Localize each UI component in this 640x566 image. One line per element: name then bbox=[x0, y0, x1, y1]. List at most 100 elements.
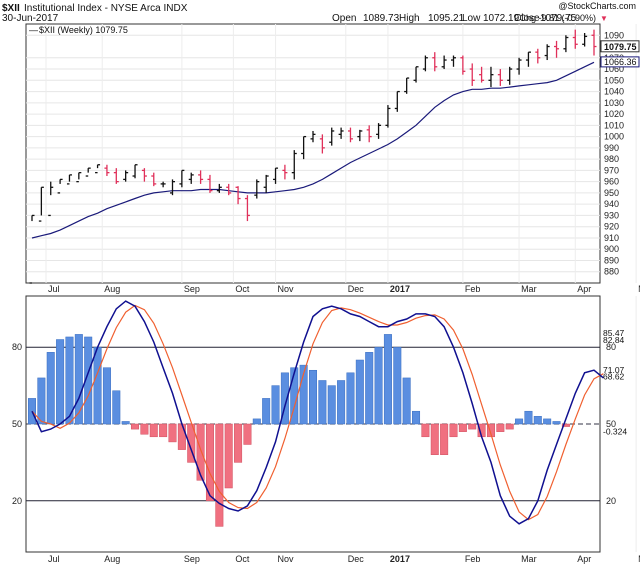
histogram-bar bbox=[496, 423, 505, 432]
legend-line-icon: — bbox=[29, 25, 38, 35]
price-tick-label: 990 bbox=[604, 143, 619, 153]
histogram-bar bbox=[365, 352, 374, 425]
histogram-bar bbox=[140, 423, 149, 435]
histogram-bar bbox=[112, 390, 121, 425]
histogram-bar bbox=[168, 423, 177, 443]
price-tick-label: 920 bbox=[604, 222, 619, 232]
price-tick-label: 890 bbox=[604, 255, 619, 265]
histogram-bar bbox=[355, 359, 364, 425]
histogram-bar bbox=[102, 367, 111, 425]
mom-month-label: Nov bbox=[278, 554, 295, 564]
histogram-bar bbox=[280, 372, 289, 425]
histogram-bar bbox=[430, 423, 439, 455]
histogram-bar bbox=[271, 385, 280, 425]
histogram-bar bbox=[121, 421, 130, 425]
histogram-bar bbox=[74, 334, 83, 425]
ma-badge bbox=[600, 56, 640, 68]
histogram-bar bbox=[46, 352, 55, 425]
histogram-bar bbox=[149, 423, 158, 438]
histogram-bar bbox=[37, 377, 46, 425]
histogram-bar bbox=[393, 346, 402, 425]
mom-month-label: Dec bbox=[348, 554, 365, 564]
mom-month-label: Jul bbox=[48, 554, 60, 564]
moving-average-line bbox=[31, 61, 595, 239]
low-label: Low bbox=[462, 13, 481, 24]
histogram-bar bbox=[449, 423, 458, 438]
histogram-bar bbox=[421, 423, 430, 438]
histogram-bar bbox=[252, 418, 261, 425]
mom-tick-right: 50 bbox=[606, 419, 616, 429]
histogram-bar bbox=[402, 377, 411, 425]
symbol-text: $XII bbox=[2, 3, 20, 14]
histogram-bar bbox=[243, 423, 252, 445]
mom-right-label: 82.84 bbox=[603, 335, 625, 345]
legend-text: $XII (Weekly) 1079.75 bbox=[39, 25, 128, 35]
histogram-bar bbox=[196, 423, 205, 481]
index-name-text: Institutional Index - NYSE Arca INDX bbox=[24, 3, 188, 14]
price-tick-label: 950 bbox=[604, 188, 619, 198]
mom-month-label: Apr bbox=[577, 554, 591, 564]
price-month-label: Mar bbox=[521, 284, 537, 294]
mom-right-label: 85.47 bbox=[603, 328, 625, 338]
histogram-bar bbox=[28, 398, 36, 425]
histogram-bar bbox=[337, 380, 346, 425]
price-tick-label: 1020 bbox=[604, 109, 624, 119]
mom-month-label: Sep bbox=[184, 554, 200, 564]
price-month-label: 2017 bbox=[390, 284, 410, 294]
price-tick-label: 970 bbox=[604, 165, 619, 175]
signal-k-line bbox=[31, 300, 604, 525]
histogram-bar bbox=[215, 423, 224, 527]
high-value: 1095.21 bbox=[428, 13, 465, 24]
chg-value: Chg -9.81 (-0.90%) bbox=[519, 13, 596, 23]
mom-tick-left: 20 bbox=[12, 496, 22, 506]
price-tick-label: 1030 bbox=[604, 98, 624, 108]
open-label: Open bbox=[332, 13, 356, 24]
histogram-bar bbox=[65, 336, 74, 425]
last-close-badge bbox=[600, 40, 640, 53]
histogram-bar bbox=[524, 410, 533, 425]
price-month-label: Jul bbox=[48, 284, 60, 294]
price-tick-label: 1040 bbox=[604, 87, 624, 97]
mom-month-label: Mar bbox=[521, 554, 537, 564]
histogram-bar bbox=[318, 380, 327, 425]
histogram-bar bbox=[224, 423, 233, 489]
mom-month-label: Feb bbox=[465, 554, 481, 564]
mom-right-label: -0.324 bbox=[603, 427, 627, 437]
price-month-label: Feb bbox=[465, 284, 481, 294]
price-tick-label: 1050 bbox=[604, 75, 624, 85]
histogram-bar bbox=[561, 423, 570, 427]
mom-tick-left: 50 bbox=[12, 419, 22, 429]
histogram-bar bbox=[159, 423, 168, 438]
price-tick-label: 1010 bbox=[604, 120, 624, 130]
last-close-label: 1079.75 bbox=[604, 42, 637, 52]
histogram-bar bbox=[515, 418, 524, 425]
price-tick-label: 900 bbox=[604, 244, 619, 254]
histogram-bar bbox=[234, 423, 243, 463]
histogram-bar bbox=[374, 346, 383, 425]
histogram-bar bbox=[93, 346, 102, 425]
histogram-bar bbox=[552, 421, 561, 425]
signal-d-line bbox=[31, 304, 604, 521]
histogram-bar bbox=[543, 418, 552, 425]
histogram-bar bbox=[299, 364, 308, 425]
close-label: Close bbox=[514, 13, 540, 24]
mom-month-label: Oct bbox=[235, 554, 250, 564]
histogram-bar bbox=[84, 336, 93, 425]
mom-month-label: 2017 bbox=[390, 554, 410, 564]
mom-tick-left: 80 bbox=[12, 342, 22, 352]
histogram-bar bbox=[262, 398, 271, 425]
date-text: 30-Jun-2017 bbox=[2, 13, 59, 24]
histogram-bar bbox=[468, 423, 477, 430]
price-tick-label: 880 bbox=[604, 267, 619, 277]
histogram-bar bbox=[131, 423, 140, 430]
price-month-label: Dec bbox=[348, 284, 365, 294]
mom-month-label: May bbox=[638, 554, 640, 564]
price-month-label: Aug bbox=[104, 284, 120, 294]
mom-tick-right: 80 bbox=[606, 342, 616, 352]
price-tick-label: 1060 bbox=[604, 64, 624, 74]
mom-tick-right: 20 bbox=[606, 496, 616, 506]
price-tick-label: 1090 bbox=[604, 30, 624, 40]
histogram-bar bbox=[505, 423, 514, 430]
histogram-bar bbox=[440, 423, 449, 455]
